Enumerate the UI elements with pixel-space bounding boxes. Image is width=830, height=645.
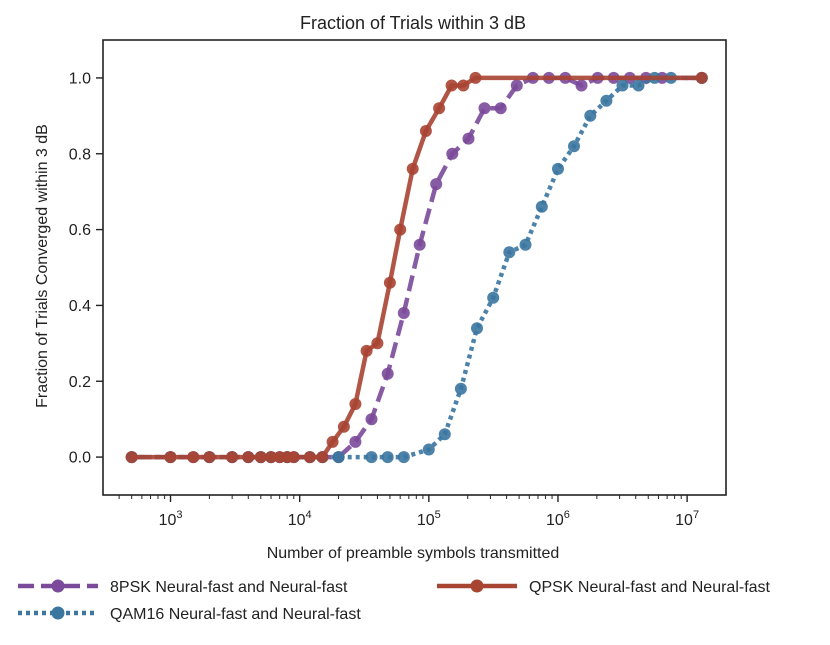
legend-entry-qpsk: QPSK Neural-fast and Neural-fast [437, 579, 771, 596]
series-2-point [360, 344, 373, 357]
y-tick-label: 1.0 [69, 70, 91, 87]
x-tick-label: 107 [675, 509, 699, 529]
series-2-point [254, 451, 267, 464]
series-2-point [187, 451, 200, 464]
series-1-point [487, 291, 500, 304]
series-2-point [337, 420, 350, 433]
series-0-point [446, 147, 459, 160]
series-1-point [503, 246, 516, 259]
series-0-point [430, 178, 443, 191]
legend-8psk-marker [51, 579, 65, 593]
series-1-point [381, 451, 394, 464]
series-2-point [469, 71, 482, 84]
series-0-point [494, 102, 507, 115]
y-axis-ticks: 0.0 0.2 0.4 0.6 0.8 1.0 [69, 70, 103, 467]
y-tick-label: 0.8 [69, 146, 91, 163]
series-0-point [510, 79, 523, 92]
series-2-point [349, 398, 362, 410]
series-1-point [422, 443, 435, 456]
series-2-point [242, 451, 255, 464]
series-2-point [406, 162, 419, 175]
x-tick-label: 104 [288, 509, 312, 529]
series-2-point [287, 451, 300, 464]
series-2-point [383, 276, 396, 289]
series-2-point [457, 79, 470, 92]
series-2-point [303, 451, 316, 464]
series-2-point [203, 451, 216, 464]
legend-qpsk-label: QPSK Neural-fast and Neural-fast [529, 579, 771, 596]
series-line-2 [131, 75, 702, 460]
series-1 [125, 71, 708, 464]
legend-qpsk-marker [470, 579, 484, 593]
series-2-point [164, 451, 177, 464]
series-1-point [438, 428, 451, 441]
series-2-point [371, 337, 384, 350]
legend: 8PSK Neural-fast and Neural-fast QAM16 N… [18, 579, 771, 623]
series-0-point [381, 367, 394, 380]
series-2-point [326, 435, 339, 448]
plot-frame [102, 39, 727, 496]
legend-qam16-marker [51, 606, 65, 620]
series-1-point [584, 109, 597, 122]
plot-marks [125, 71, 708, 464]
x-axis-label: Number of preamble symbols transmitted [267, 545, 560, 562]
series-1-point [365, 451, 378, 464]
series-0-point [349, 435, 362, 448]
series-2-point [125, 451, 138, 464]
x-tick-label: 105 [417, 509, 441, 529]
series-1-point [397, 451, 410, 464]
series-1-point [632, 79, 645, 92]
series-0-point [413, 238, 426, 251]
legend-entry-qam16: QAM16 Neural-fast and Neural-fast [18, 606, 361, 623]
series-1-point [535, 200, 548, 213]
y-tick-label: 0.6 [69, 222, 91, 239]
series-2-point [265, 451, 277, 464]
series-1-point [519, 238, 532, 251]
series-line-1 [131, 75, 702, 460]
series-1-point [616, 79, 629, 92]
x-tick-label: 106 [546, 509, 570, 529]
y-tick-label: 0.0 [69, 450, 91, 467]
series-1-point [471, 322, 483, 335]
series-0 [125, 71, 708, 464]
chart-title: Fraction of Trials within 3 dB [300, 13, 526, 33]
series-0-point [462, 132, 475, 145]
legend-8psk-label: 8PSK Neural-fast and Neural-fast [110, 579, 348, 596]
y-tick-label: 0.2 [69, 374, 91, 391]
series-0-point [575, 79, 588, 92]
series-2-point [394, 223, 407, 236]
legend-qam16-label: QAM16 Neural-fast and Neural-fast [110, 606, 361, 623]
series-1-point [600, 94, 613, 107]
series-2-point [316, 451, 329, 464]
series-2-point [226, 451, 239, 464]
series-0-point [365, 413, 378, 426]
series-2-point [433, 102, 446, 115]
series-1-point [552, 162, 564, 175]
x-axis-ticks: 103 104 105 106 107 [118, 495, 699, 529]
series-0-point [397, 307, 410, 319]
series-2-point [419, 125, 432, 137]
series-2 [125, 71, 708, 464]
series-1-point [454, 382, 467, 395]
y-axis-label: Fraction of Trials Converged within 3 dB [34, 124, 51, 408]
series-1-point [332, 451, 345, 464]
legend-entry-8psk: 8PSK Neural-fast and Neural-fast [18, 579, 348, 596]
series-2-point [445, 79, 458, 92]
series-2-point [695, 71, 708, 84]
series-0-point [478, 102, 491, 115]
y-tick-label: 0.4 [69, 298, 91, 315]
x-tick-label: 103 [159, 509, 183, 529]
series-1-point [568, 140, 580, 153]
series-line-0 [131, 75, 702, 460]
